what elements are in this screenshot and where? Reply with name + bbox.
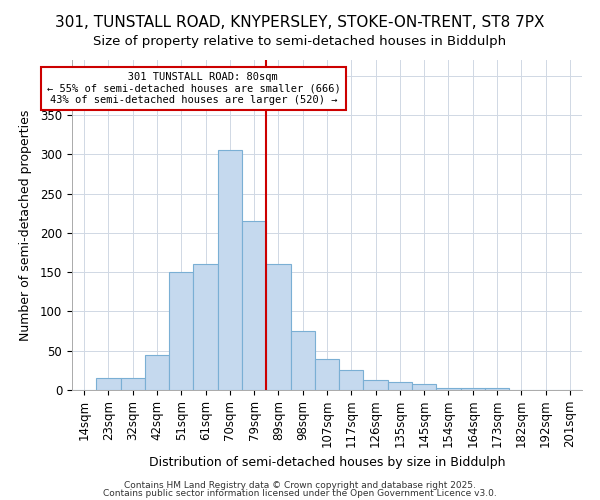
Bar xyxy=(461,388,485,390)
Y-axis label: Number of semi-detached properties: Number of semi-detached properties xyxy=(19,110,32,340)
Bar xyxy=(388,382,412,390)
Bar xyxy=(266,264,290,390)
Text: 301, TUNSTALL ROAD, KNYPERSLEY, STOKE-ON-TRENT, ST8 7PX: 301, TUNSTALL ROAD, KNYPERSLEY, STOKE-ON… xyxy=(55,15,545,30)
Bar xyxy=(218,150,242,390)
Bar xyxy=(339,370,364,390)
Text: 301 TUNSTALL ROAD: 80sqm
← 55% of semi-detached houses are smaller (666)
43% of : 301 TUNSTALL ROAD: 80sqm ← 55% of semi-d… xyxy=(47,72,340,105)
Bar xyxy=(485,388,509,390)
Bar xyxy=(412,384,436,390)
Bar xyxy=(436,388,461,390)
Text: Contains public sector information licensed under the Open Government Licence v3: Contains public sector information licen… xyxy=(103,489,497,498)
Bar xyxy=(315,358,339,390)
Bar xyxy=(364,380,388,390)
Bar xyxy=(169,272,193,390)
Bar xyxy=(242,221,266,390)
X-axis label: Distribution of semi-detached houses by size in Biddulph: Distribution of semi-detached houses by … xyxy=(149,456,505,468)
Bar xyxy=(290,331,315,390)
Bar xyxy=(121,378,145,390)
Bar xyxy=(145,354,169,390)
Text: Size of property relative to semi-detached houses in Biddulph: Size of property relative to semi-detach… xyxy=(94,35,506,48)
Text: Contains HM Land Registry data © Crown copyright and database right 2025.: Contains HM Land Registry data © Crown c… xyxy=(124,480,476,490)
Bar xyxy=(193,264,218,390)
Bar xyxy=(96,378,121,390)
